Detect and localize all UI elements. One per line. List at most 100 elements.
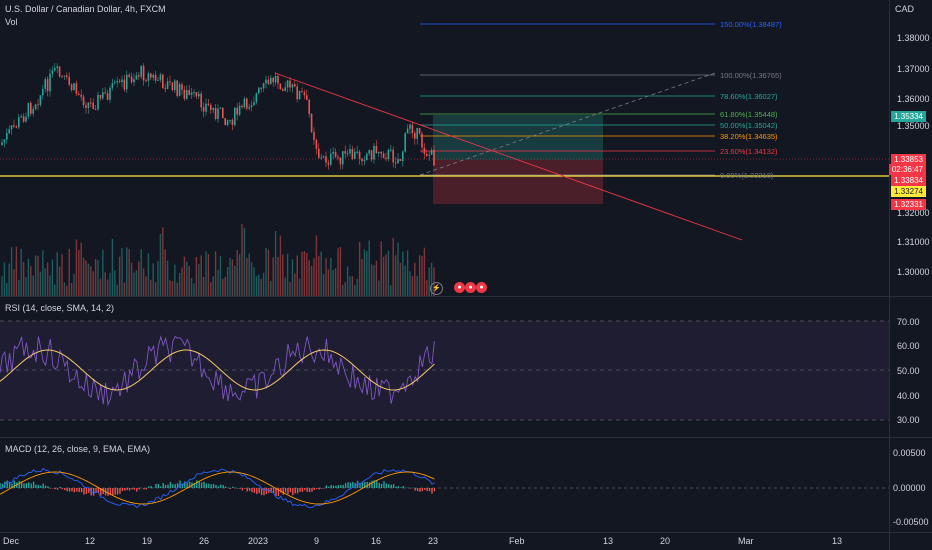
- volume-bar: [109, 272, 111, 296]
- macd-histogram-bar: [37, 484, 40, 488]
- candle-body: [46, 79, 49, 92]
- volume-bar: [92, 271, 94, 296]
- symbol-title[interactable]: U.S. Dollar / Canadian Dollar, 4h, FXCM: [5, 4, 166, 14]
- volume-bar: [284, 277, 286, 296]
- volume-bar: [162, 227, 164, 296]
- volume-bar: [159, 234, 162, 296]
- candle-body: [250, 105, 253, 108]
- volume-bar: [22, 261, 25, 296]
- macd-histogram-bar: [215, 485, 217, 488]
- volume-bar: [205, 251, 207, 296]
- pane-separator[interactable]: [0, 296, 932, 297]
- volume-bar: [87, 263, 90, 296]
- price-tag-level: 1.33834: [891, 175, 926, 186]
- volume-bar: [296, 255, 298, 296]
- macd-histogram-bar: [160, 486, 162, 488]
- candle-body: [339, 157, 342, 165]
- volume-bar: [286, 253, 289, 296]
- candle-body: [121, 79, 123, 82]
- macd-histogram-bar: [157, 483, 160, 488]
- macd-histogram-bar: [148, 486, 150, 488]
- macd-histogram-bar: [256, 488, 258, 495]
- macd-histogram-bar: [313, 488, 316, 491]
- volume-bar: [370, 264, 373, 296]
- macd-histogram-bar: [212, 483, 215, 488]
- candle-body: [272, 77, 274, 83]
- macd-histogram-bar: [73, 488, 76, 493]
- candle-body: [54, 67, 56, 71]
- candle-body: [385, 157, 387, 159]
- volume-label[interactable]: Vol: [5, 17, 18, 27]
- macd-histogram-bar: [88, 488, 90, 493]
- macd-histogram-bar: [97, 488, 100, 493]
- volume-bar: [322, 274, 325, 296]
- volume-bar: [375, 260, 378, 296]
- volume-bar: [210, 282, 212, 296]
- pane-separator[interactable]: [0, 437, 932, 438]
- volume-bar: [229, 257, 231, 296]
- flag-event-icon[interactable]: ●: [476, 282, 487, 293]
- candle-body: [315, 140, 318, 149]
- candle-body: [6, 133, 8, 140]
- candle-body: [234, 107, 236, 125]
- volume-bar: [61, 254, 63, 296]
- volume-bar: [358, 241, 361, 296]
- candle-body: [205, 103, 207, 112]
- flag-event-icon[interactable]: ●: [454, 282, 465, 293]
- volume-bar: [126, 247, 128, 296]
- candle-body: [375, 145, 378, 154]
- macd-histogram-bar: [1, 483, 4, 488]
- candle-body: [123, 79, 126, 90]
- macd-histogram-bar: [287, 488, 289, 495]
- volume-bar: [301, 251, 303, 296]
- volume-bar: [135, 270, 138, 296]
- candle-body: [303, 92, 306, 96]
- candle-body: [428, 154, 430, 156]
- volume-bar: [267, 249, 270, 296]
- volume-bar: [382, 256, 385, 296]
- candle-body: [313, 132, 315, 141]
- lightning-icon[interactable]: ⚡: [430, 282, 443, 295]
- volume-bar: [37, 256, 39, 296]
- volume-bar: [363, 249, 366, 296]
- macd-histogram-bar: [119, 488, 121, 494]
- volume-bar: [116, 284, 118, 296]
- macd-histogram-bar: [128, 488, 131, 491]
- macd-histogram-bar: [299, 488, 301, 492]
- candle-body: [94, 109, 97, 111]
- candle-body: [356, 151, 358, 153]
- macd-histogram-bar: [203, 481, 205, 488]
- macd-histogram-bar: [335, 485, 337, 488]
- volume-bar: [188, 266, 190, 296]
- volume-bar: [169, 280, 171, 296]
- volume-bar: [310, 265, 313, 296]
- macd-label[interactable]: MACD (12, 26, close, 9, EMA, EMA): [5, 444, 151, 454]
- candle-body: [63, 75, 66, 77]
- flag-event-icon[interactable]: ●: [465, 282, 476, 293]
- candle-body: [310, 114, 313, 133]
- candle-body: [61, 76, 63, 78]
- volume-bar: [325, 258, 327, 296]
- macd-histogram-bar: [316, 488, 318, 489]
- candle-body: [49, 73, 51, 92]
- candle-body: [27, 102, 30, 117]
- candle-body: [51, 70, 54, 74]
- volume-bar: [411, 275, 414, 296]
- volume-bar: [66, 285, 68, 296]
- rsi-label[interactable]: RSI (14, close, SMA, 14, 2): [5, 303, 115, 313]
- macd-histogram-bar: [133, 488, 136, 490]
- candle-body: [212, 108, 214, 110]
- volume-bar: [111, 238, 114, 296]
- macd-histogram-bar: [107, 488, 109, 496]
- macd-histogram-bar: [66, 488, 68, 492]
- current-price-tag: 1.33853: [891, 154, 926, 165]
- macd-histogram-bar: [102, 488, 104, 495]
- stop-price-tag: 1.32331: [891, 199, 926, 210]
- volume-bar: [265, 247, 267, 296]
- macd-histogram-bar: [186, 482, 188, 488]
- candle-body: [140, 65, 142, 77]
- candle-body: [128, 74, 130, 77]
- volume-bar: [390, 285, 392, 296]
- volume-bar: [152, 263, 154, 296]
